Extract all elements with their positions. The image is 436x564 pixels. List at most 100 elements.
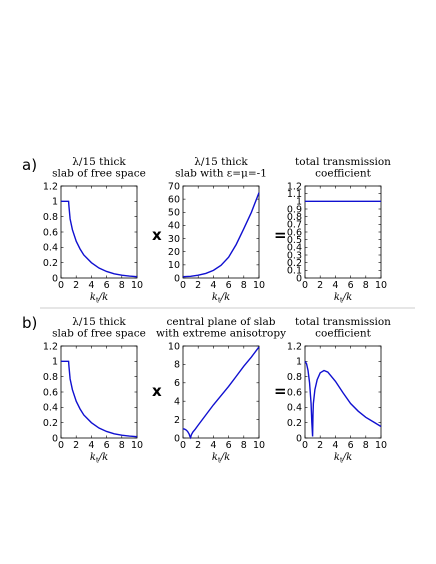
y-tick-label: 30	[168, 234, 180, 245]
x-tick-label: 2	[317, 280, 323, 291]
row-b-multiply-operator: x	[152, 382, 162, 400]
y-tick-label: 60	[168, 194, 180, 205]
plot-frame	[60, 185, 138, 279]
y-tick-label: 1	[296, 357, 302, 368]
y-tick-label: 40	[168, 221, 180, 232]
x-tick-label: 10	[375, 440, 387, 451]
x-axis-label: kt/k	[334, 292, 352, 305]
y-tick-label: 8	[174, 360, 180, 371]
y-tick-label: 0.8	[43, 212, 58, 223]
x-axis-label: kt/k	[212, 452, 230, 465]
x-tick-label: 0	[58, 280, 64, 291]
x-tick-label: 8	[363, 280, 369, 291]
y-tick-label: 0.2	[43, 258, 58, 269]
y-tick-label: 0.2	[287, 418, 302, 429]
y-tick-label: 6	[174, 378, 180, 389]
y-tick-label: 4	[174, 397, 180, 408]
y-tick-label: 0.6	[43, 227, 58, 238]
plot-frame	[304, 185, 382, 279]
y-tick-label: 1.2	[43, 341, 58, 352]
x-tick-label: 8	[119, 280, 125, 291]
chart-title-line: slab of free space	[52, 328, 146, 340]
chart-title-line: slab with ε=μ=-1	[175, 168, 267, 180]
x-tick-label: 8	[119, 440, 125, 451]
y-tick-label: 0.8	[287, 372, 302, 383]
chart-title-line: slab of free space	[52, 168, 146, 180]
x-tick-label: 6	[226, 440, 232, 451]
y-tick-label: 0.8	[287, 212, 302, 223]
y-tick-label: 0	[296, 273, 302, 284]
x-tick-label: 10	[253, 280, 265, 291]
y-tick-label: 1	[52, 197, 58, 208]
y-tick-label: 0	[52, 273, 58, 284]
x-tick-label: 0	[302, 280, 308, 291]
y-tick-label: 0.2	[43, 418, 58, 429]
chart-title-line: total transmission	[295, 316, 391, 328]
x-tick-label: 0	[302, 440, 308, 451]
x-tick-label: 2	[195, 440, 201, 451]
x-axis-label: kt/k	[90, 292, 108, 305]
chart-title-line: λ/15 thick	[72, 156, 126, 168]
y-tick-label: 0.1	[287, 266, 302, 277]
x-tick-label: 2	[73, 280, 79, 291]
y-tick-label: 0.4	[43, 243, 58, 254]
y-tick-label: 70	[168, 181, 180, 192]
chart-title-line: with extreme anisotropy	[156, 328, 286, 340]
x-tick-label: 8	[363, 440, 369, 451]
x-tick-label: 6	[226, 280, 232, 291]
x-tick-label: 4	[332, 280, 338, 291]
y-tick-label: 2	[174, 415, 180, 426]
series-line	[182, 346, 260, 440]
x-tick-label: 6	[104, 440, 110, 451]
y-tick-label: 1.1	[287, 189, 302, 200]
y-tick-label: 20	[168, 247, 180, 258]
chart-title-line: λ/15 thick	[194, 156, 248, 168]
y-tick-label: 0	[174, 273, 180, 284]
y-tick-label: 0.8	[43, 372, 58, 383]
x-tick-label: 6	[104, 280, 110, 291]
y-tick-label: 1	[52, 357, 58, 368]
y-tick-label: 0.7	[287, 220, 302, 231]
y-tick-label: 1.2	[43, 181, 58, 192]
plot-frame	[182, 345, 260, 439]
series-line	[304, 360, 382, 437]
x-tick-label: 0	[180, 440, 186, 451]
x-tick-label: 10	[253, 440, 265, 451]
x-tick-label: 4	[88, 280, 94, 291]
series-line	[61, 200, 138, 278]
x-tick-label: 0	[180, 280, 186, 291]
x-axis-label: kt/k	[334, 452, 352, 465]
y-tick-label: 0.6	[287, 387, 302, 398]
x-tick-label: 6	[348, 280, 354, 291]
y-tick-label: 1.2	[287, 181, 302, 192]
y-tick-label: 0.5	[287, 235, 302, 246]
x-tick-label: 10	[131, 440, 143, 451]
x-tick-label: 2	[73, 440, 79, 451]
x-tick-label: 8	[241, 280, 247, 291]
y-tick-label: 0	[296, 433, 302, 444]
y-tick-label: 1	[296, 197, 302, 208]
x-tick-label: 4	[210, 440, 216, 451]
x-tick-label: 6	[348, 440, 354, 451]
x-tick-label: 10	[131, 280, 143, 291]
row-a-label: a)	[22, 156, 37, 174]
x-tick-label: 4	[332, 440, 338, 451]
y-tick-label: 0.9	[287, 204, 302, 215]
y-tick-label: 0.2	[287, 258, 302, 269]
plot-frame	[60, 345, 138, 439]
x-tick-label: 4	[210, 280, 216, 291]
y-tick-label: 1.2	[287, 341, 302, 352]
y-tick-label: 10	[168, 260, 180, 271]
y-tick-label: 50	[168, 208, 180, 219]
row-b-equals-operator: =	[274, 382, 287, 400]
y-tick-label: 0.4	[287, 403, 302, 414]
chart-title-line: coefficient	[315, 168, 371, 180]
x-axis-label: kt/k	[90, 452, 108, 465]
chart-title-line: central plane of slab	[167, 316, 276, 328]
